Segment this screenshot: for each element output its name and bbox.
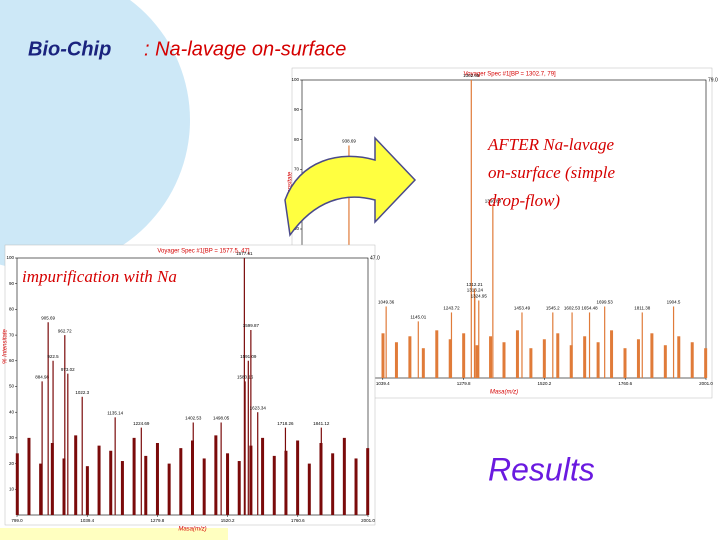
title-bold: Bio-Chip [28,38,111,60]
results-label: Results [488,451,595,487]
peak-label: 1145.01 [410,315,426,320]
peak-label: 1366.83 [485,198,502,203]
x-tick-label: 1279.8 [151,518,165,523]
y-tick-label: 50 [294,226,300,231]
y-tick-label: 100 [6,255,14,260]
peak-label: 1602.53 [564,306,581,311]
annotation: on-surface (simple [488,163,615,182]
chart-frame [4,244,376,526]
peak-label: 1313.24 [467,288,484,293]
peak-label: 1324.95 [471,294,488,299]
x-tick-label: 1760.6 [291,518,305,523]
peak-label: 1580.16 [237,375,254,380]
y-tick-label: 80 [294,137,300,142]
y-tick-label: 60 [9,358,15,363]
peak-label: 1599.87 [243,323,260,328]
x-tick-label: 1039.4 [376,381,390,386]
x-axis-label: Masa(m/z) [490,390,518,396]
y-axis-label: % Intensitate [3,328,9,363]
y-tick-label: 10 [9,486,15,491]
peak-label: 1302.69 [463,73,480,78]
annotation: AFTER Na-lavage [487,135,615,154]
peak-label: 962.72 [58,328,72,333]
y-tick-label: 70 [9,332,15,337]
peak-label: 1718.26 [277,421,294,426]
peak-label: 1811.38 [634,306,650,311]
y-tick-label: 90 [294,107,300,112]
peak-label: 1699.53 [597,300,614,305]
decor-circle [0,0,190,270]
peak-label: 1402.53 [185,416,202,421]
y-tick-label: 50 [9,384,15,389]
peak-label: 938.69 [342,139,356,144]
y-tick-label: 80 [9,307,15,312]
x-tick-label: 1760.6 [618,381,632,386]
y-tick-label: 70 [294,167,300,172]
peak-label: 1224.69 [133,421,150,426]
y-tick-label: 20 [9,461,15,466]
y-tick-label: 90 [9,281,15,286]
peak-label: 1312.21 [466,282,483,287]
peak-label: 1022.3 [75,390,89,395]
x-tick-label: 799.0 [11,518,23,523]
peak-label: 1135.14 [107,411,123,416]
peak-label: 1654.48 [581,306,598,311]
arrow [284,136,417,237]
max-label: 47.0 [370,255,380,261]
peak-label: 1904.5 [667,300,681,305]
peak-label: 1841.12 [313,421,330,426]
peak-label: 1453.49 [514,306,531,311]
x-tick-label: 1039.4 [80,518,94,523]
peak-label: 922.5 [47,354,59,359]
x-tick-label: 1279.8 [457,381,471,386]
charts: Voyager Spec #1[BP = 1302.7, 79] 79.0 10 20… [3,67,718,533]
peak-label: 1243.72 [443,306,460,311]
y-tick-label: 40 [9,409,15,414]
x-tick-label: 2001.0 [361,518,375,523]
peak-label: 905.69 [41,315,55,320]
title-rest: : Na-lavage on-surface [144,38,346,60]
x-tick-label: 1520.2 [221,518,235,523]
decor-band [0,528,228,540]
y-tick-label: 100 [291,77,299,82]
chart-title: Voyager Spec #1[BP = 1302.7, 79] [464,72,556,78]
annotation: drop-flow) [488,191,560,210]
peak-label: 1591.09 [240,354,257,359]
x-axis-label: Masa(m/z) [178,527,206,533]
max-label: 79.0 [708,77,718,83]
chart-title: Voyager Spec #1[BP = 1577.5, 47] [157,249,249,255]
peak-label: 1498.05 [213,416,230,421]
peak-label: 973.02 [61,367,75,372]
peak-label: 1577.61 [236,251,253,256]
peak-label: 884.98 [35,375,49,380]
peak-label: 1545.2 [546,306,560,311]
peak-label: 1623.34 [250,405,267,410]
x-tick-label: 1520.2 [538,381,552,386]
annotation: impurification with Na [22,267,177,286]
x-tick-label: 2001.0 [699,381,713,386]
y-tick-label: 30 [9,435,15,440]
peak-label: 1049.36 [378,300,395,305]
